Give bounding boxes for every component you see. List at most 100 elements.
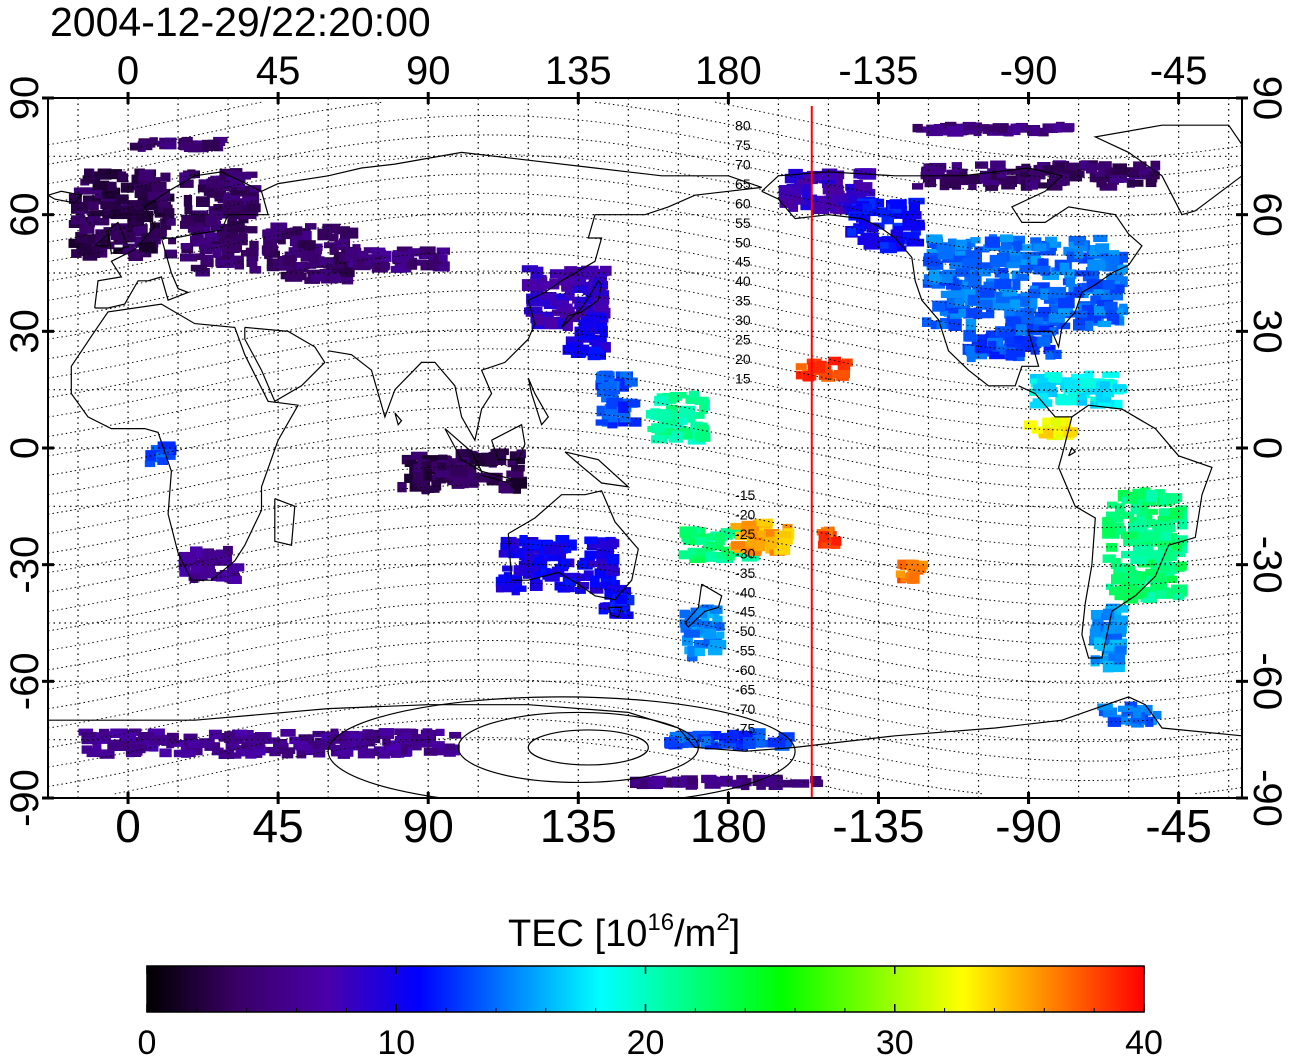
tec-patch [1150, 160, 1161, 171]
tec-patch [284, 272, 303, 282]
tec-patch [601, 342, 610, 351]
coastline-path [274, 498, 296, 546]
tec-patch [133, 178, 148, 191]
tec-patch [221, 554, 233, 565]
tec-patch [689, 737, 698, 745]
contour-label: 60 [735, 195, 751, 211]
tec-patch [587, 353, 601, 361]
tec-patch [1012, 279, 1021, 290]
tec-patch [382, 736, 391, 746]
tec-patch [690, 421, 703, 432]
tec-patch [149, 741, 159, 752]
tec-patch [325, 267, 337, 275]
colorbar-tick-label: 10 [377, 1024, 415, 1057]
tec-patch [1038, 326, 1050, 333]
tec-patch [745, 541, 760, 552]
tec-patch [529, 579, 543, 591]
tec-patch [157, 457, 168, 465]
tec-patch [317, 258, 334, 266]
tec-patch [539, 281, 550, 290]
tec-patch [655, 409, 673, 420]
tec-patch [687, 547, 703, 555]
tec-patch [1157, 515, 1171, 524]
x-tick-label-bottom: 90 [403, 800, 454, 852]
tec-patch [1145, 490, 1158, 502]
tec-patch [921, 168, 935, 177]
tec-patch [995, 326, 1011, 336]
tec-patch [340, 746, 354, 757]
tec-patch [965, 319, 977, 331]
tec-patch [420, 259, 439, 271]
tec-patch [1019, 265, 1033, 273]
tec-patch [1073, 286, 1085, 298]
tec-patch [1095, 172, 1105, 179]
tec-patch [1159, 565, 1170, 572]
tec-patch [743, 778, 752, 787]
tec-patch [862, 203, 872, 214]
tec-patch [1024, 420, 1037, 430]
tec-patch [985, 307, 995, 314]
tec-patch [340, 227, 359, 239]
tec-patch [92, 742, 102, 754]
tec-patch [1102, 371, 1119, 378]
tec-patch [949, 262, 965, 270]
tec-patch [224, 200, 242, 211]
tec-patch [423, 747, 438, 756]
tec-patch [498, 574, 507, 586]
y-tick-label-left: 60 [3, 192, 47, 237]
tec-patch [939, 306, 955, 315]
frame-tick [576, 92, 580, 104]
x-tick-label-top: 135 [545, 49, 612, 93]
contour-line [48, 601, 1242, 684]
tec-patch [249, 266, 262, 274]
tec-patch [581, 265, 599, 274]
contour-label: -65 [735, 682, 755, 698]
tec-patch [951, 287, 962, 294]
tec-patch [187, 226, 203, 233]
tec-patch [967, 294, 981, 306]
tec-patch [651, 423, 666, 433]
tec-patch [510, 476, 527, 489]
tec-patch [584, 536, 598, 545]
tec-patch [1128, 179, 1144, 187]
tec-data-layer [68, 121, 1188, 791]
tec-patch [1150, 583, 1164, 593]
frame-tick [42, 563, 54, 567]
contour-line [48, 698, 1242, 781]
contour-line [48, 309, 1242, 393]
frame-tick [726, 792, 730, 804]
tec-patch [630, 778, 640, 786]
tec-patch [1005, 293, 1022, 305]
tec-patch [983, 281, 997, 292]
tec-patch [1086, 279, 1103, 290]
frame-tick [42, 679, 54, 683]
tec-patch [912, 123, 923, 133]
frame-tick [426, 792, 430, 804]
contour-line [48, 387, 1242, 470]
tec-patch [1014, 339, 1028, 348]
tec-patch [407, 248, 422, 257]
tec-patch [1145, 176, 1157, 188]
frame-tick [126, 792, 130, 804]
contour-line [48, 115, 1242, 198]
tec-patch [459, 470, 477, 482]
tec-patch [435, 728, 445, 736]
tec-patch [833, 370, 850, 378]
frame-tick [1027, 792, 1031, 804]
frame-tick [426, 92, 430, 104]
tec-patch [1112, 307, 1124, 317]
tec-patch [138, 242, 156, 253]
tec-patch [1107, 501, 1118, 509]
x-tick-label-bottom: -45 [1145, 800, 1211, 852]
coastline-path [94, 232, 109, 247]
tec-patch [1012, 353, 1025, 362]
tec-patch [754, 540, 765, 552]
tec-patch [967, 275, 982, 287]
tec-patch [97, 168, 112, 180]
tec-patch [599, 602, 611, 611]
contour-label: 20 [735, 351, 751, 367]
tec-patch [107, 181, 117, 191]
tec-patch [246, 738, 265, 749]
tec-patch [507, 459, 518, 468]
tec-patch [225, 169, 235, 176]
